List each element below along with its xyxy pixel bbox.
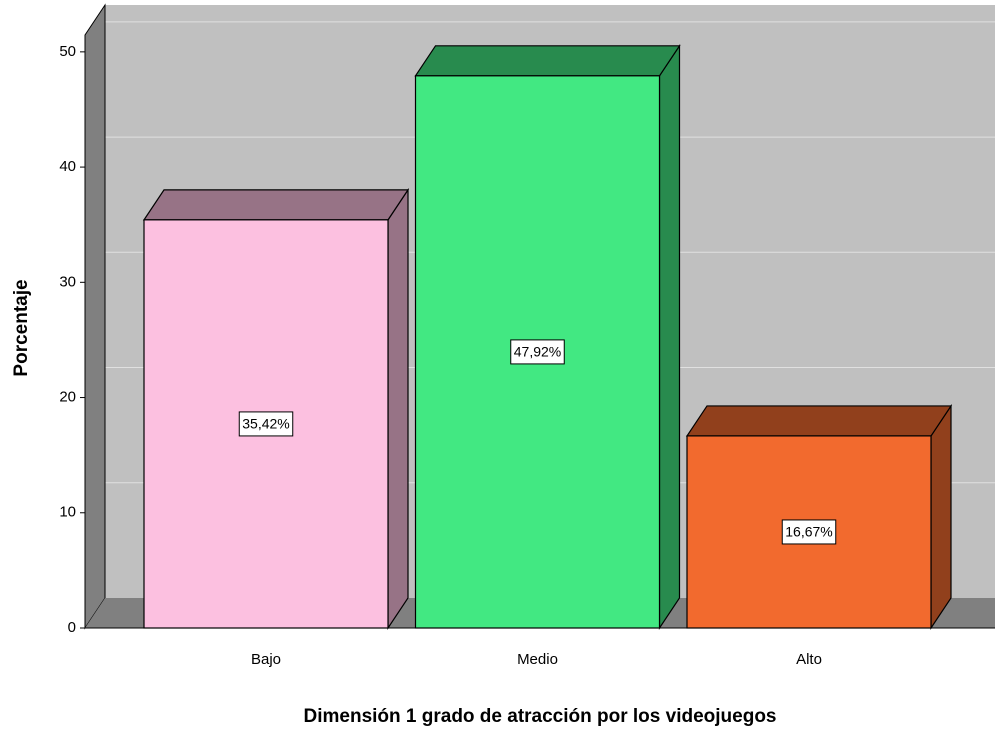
- y-tick-label: 20: [59, 389, 76, 406]
- y-axis-title: Porcentaje: [11, 279, 32, 376]
- x-tick-label: Alto: [796, 651, 822, 668]
- value-label-box: [510, 339, 565, 365]
- value-label: 47,92%: [514, 344, 561, 360]
- x-tick-label: Bajo: [251, 651, 281, 668]
- x-axis-title: Dimensión 1 grado de atracción por los v…: [304, 706, 777, 727]
- value-label: 35,42%: [242, 416, 289, 432]
- value-label-box: [781, 519, 837, 545]
- bar-side: [658, 43, 681, 630]
- bar-side: [930, 403, 952, 630]
- bar-top: [685, 405, 953, 437]
- y-tick-label: 10: [59, 504, 76, 521]
- y-tick-label: 30: [59, 273, 76, 290]
- bar-top: [142, 189, 410, 221]
- bar-top: [414, 45, 681, 77]
- value-label-box: [238, 411, 294, 437]
- y-tick-label: 40: [59, 158, 76, 175]
- y-tick-label: 50: [59, 43, 76, 60]
- value-label: 16,67%: [785, 524, 832, 540]
- x-tick-label: Medio: [517, 651, 558, 668]
- y-tick-label: 0: [68, 619, 76, 636]
- bars: 35,42% 47,92% 16,67%: [142, 43, 953, 630]
- bar-side: [387, 187, 409, 630]
- left-wall: [84, 3, 106, 630]
